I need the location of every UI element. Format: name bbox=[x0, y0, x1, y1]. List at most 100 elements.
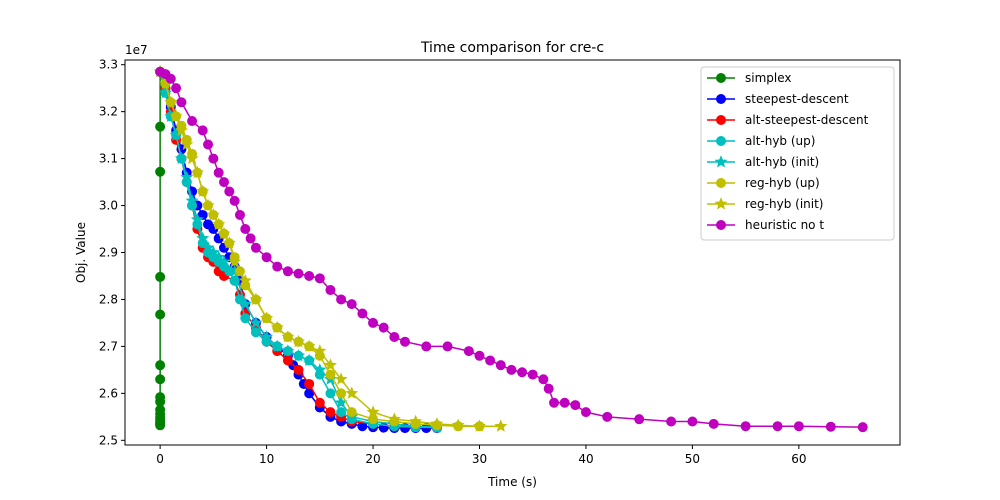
legend-marker bbox=[716, 136, 726, 146]
data-point bbox=[442, 341, 453, 352]
data-point bbox=[240, 224, 251, 235]
data-point bbox=[282, 355, 293, 366]
data-point bbox=[155, 420, 166, 431]
legend-marker bbox=[716, 220, 726, 230]
legend-label: alt-steepest-descent bbox=[745, 113, 869, 127]
data-point bbox=[292, 348, 305, 362]
data-point bbox=[165, 73, 176, 84]
legend-item: reg-hyb (init) bbox=[707, 197, 823, 211]
legend-label: alt-hyb (init) bbox=[745, 155, 819, 169]
y-tick-label: 2.7 bbox=[99, 339, 118, 353]
data-point bbox=[357, 308, 368, 319]
data-point bbox=[224, 186, 235, 197]
data-point bbox=[212, 250, 226, 263]
data-point bbox=[580, 407, 591, 418]
x-tick-label: 50 bbox=[685, 452, 700, 466]
data-point bbox=[451, 418, 465, 431]
x-tick-label: 10 bbox=[259, 452, 274, 466]
data-point bbox=[155, 374, 166, 385]
legend-item: alt-hyb (up) bbox=[707, 134, 815, 148]
data-point bbox=[336, 388, 347, 399]
data-point bbox=[772, 421, 783, 432]
x-ticks: 0 10 20 30 40 50 60 bbox=[156, 445, 807, 466]
data-point bbox=[463, 346, 474, 357]
data-point bbox=[304, 270, 315, 281]
data-point bbox=[180, 170, 194, 183]
legend-marker bbox=[716, 115, 726, 125]
legend: simplex steepest-descent alt-steepest-desc… bbox=[700, 66, 895, 241]
data-point bbox=[222, 236, 236, 249]
y-axis-label: Obj. Value bbox=[74, 222, 88, 283]
data-point bbox=[250, 327, 261, 338]
data-point bbox=[240, 313, 251, 324]
data-point bbox=[292, 334, 305, 348]
data-point bbox=[687, 416, 698, 427]
data-point bbox=[174, 151, 188, 165]
data-point bbox=[517, 367, 528, 378]
data-point bbox=[314, 397, 325, 408]
x-tick-label: 20 bbox=[365, 452, 380, 466]
data-point bbox=[313, 363, 327, 376]
data-point bbox=[495, 360, 506, 371]
legend-item: steepest-descent bbox=[707, 92, 849, 106]
legend-marker bbox=[716, 178, 726, 188]
data-point bbox=[155, 309, 166, 320]
data-point bbox=[409, 414, 423, 428]
data-point bbox=[238, 273, 252, 287]
data-point bbox=[559, 397, 570, 408]
data-point bbox=[261, 252, 272, 263]
data-point bbox=[174, 123, 188, 136]
data-point bbox=[366, 405, 380, 418]
data-point bbox=[549, 397, 560, 408]
data-point bbox=[155, 121, 166, 132]
legend-marker bbox=[716, 73, 726, 83]
legend-item: alt-hyb (init) bbox=[707, 155, 819, 169]
data-point bbox=[740, 421, 751, 432]
legend-item: simplex bbox=[707, 71, 792, 85]
series-layer bbox=[153, 64, 868, 434]
data-point bbox=[272, 261, 283, 272]
data-point bbox=[421, 341, 432, 352]
data-point bbox=[281, 330, 295, 343]
x-tick-label: 60 bbox=[791, 452, 806, 466]
chart-title: Time comparison for cre-c bbox=[420, 40, 604, 56]
data-point bbox=[155, 271, 166, 282]
legend-box bbox=[700, 66, 895, 241]
data-point bbox=[250, 242, 261, 253]
data-point bbox=[430, 417, 444, 430]
data-point bbox=[538, 374, 549, 385]
data-point bbox=[155, 360, 166, 371]
data-point bbox=[473, 419, 486, 432]
data-point bbox=[196, 184, 210, 197]
data-point bbox=[314, 273, 325, 284]
data-point bbox=[197, 125, 208, 136]
data-point bbox=[217, 226, 231, 240]
data-point bbox=[325, 388, 336, 399]
legend-label: reg-hyb (up) bbox=[745, 176, 820, 190]
y-ticks: 2.5 2.6 2.7 2.8 2.9 3.0 3.1 3.2 3.3 bbox=[99, 58, 125, 447]
y-tick-label: 2.9 bbox=[99, 246, 118, 260]
data-point bbox=[206, 245, 220, 259]
data-point bbox=[323, 358, 337, 371]
data-point bbox=[213, 167, 224, 178]
data-point bbox=[282, 266, 293, 277]
data-point bbox=[185, 194, 199, 207]
data-point bbox=[212, 217, 226, 230]
data-point bbox=[201, 240, 215, 254]
data-point bbox=[368, 317, 379, 328]
data-point bbox=[336, 407, 347, 418]
data-point bbox=[176, 97, 187, 108]
legend-label: steepest-descent bbox=[745, 92, 849, 106]
y-offset-label: 1e7 bbox=[125, 43, 148, 57]
data-point bbox=[217, 255, 231, 268]
legend-marker bbox=[714, 197, 728, 210]
data-point bbox=[180, 137, 194, 151]
data-point bbox=[634, 414, 645, 425]
data-point bbox=[708, 418, 719, 429]
data-point bbox=[474, 350, 485, 361]
legend-label: simplex bbox=[745, 71, 792, 85]
data-point bbox=[602, 411, 613, 422]
data-point bbox=[345, 386, 359, 399]
data-point bbox=[201, 198, 215, 212]
